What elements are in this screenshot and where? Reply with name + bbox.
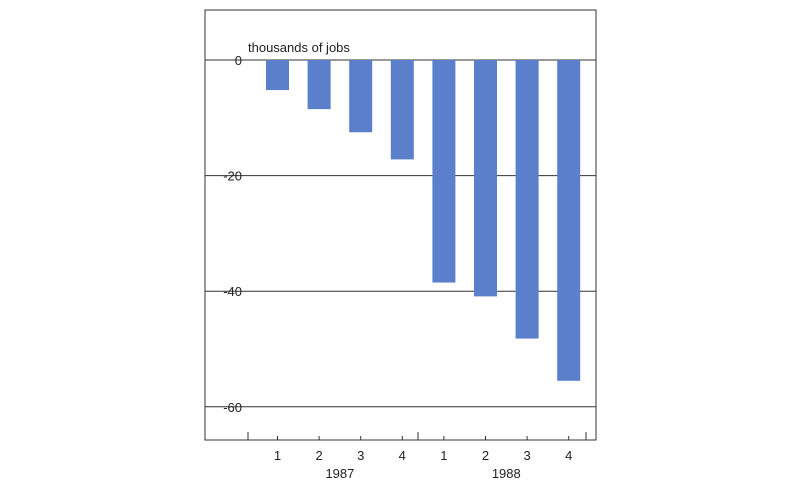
bar <box>266 60 289 91</box>
bar <box>390 60 414 160</box>
bar <box>474 60 497 297</box>
x-tick-label: 1 <box>440 448 447 463</box>
y-tick-label: 0 <box>235 53 242 68</box>
x-tick-label: 4 <box>399 448 406 463</box>
bar <box>307 60 331 110</box>
y-axis-label: thousands of jobs <box>248 40 350 55</box>
bar <box>515 60 539 339</box>
x-tick-label: 1 <box>274 448 281 463</box>
x-group-label: 1987 <box>325 466 354 481</box>
bar <box>349 60 373 133</box>
x-tick-label: 2 <box>315 448 322 463</box>
bars <box>266 60 581 381</box>
x-group-label: 1988 <box>492 466 521 481</box>
y-tick-labels: 0 -20 -40 -60 <box>223 53 242 415</box>
x-tick-label: 2 <box>482 448 489 463</box>
y-tick-label: -40 <box>223 284 242 299</box>
y-tick-label: -20 <box>223 169 242 184</box>
x-axis: 1 2 3 4 1987 1 2 3 4 1988 <box>247 432 587 481</box>
bar <box>557 60 581 381</box>
x-tick-label: 4 <box>565 448 572 463</box>
x-tick-label: 3 <box>357 448 364 463</box>
bar <box>432 60 456 283</box>
x-tick-label: 3 <box>523 448 530 463</box>
plot-frame <box>204 9 597 441</box>
y-tick-label: -60 <box>223 400 242 415</box>
